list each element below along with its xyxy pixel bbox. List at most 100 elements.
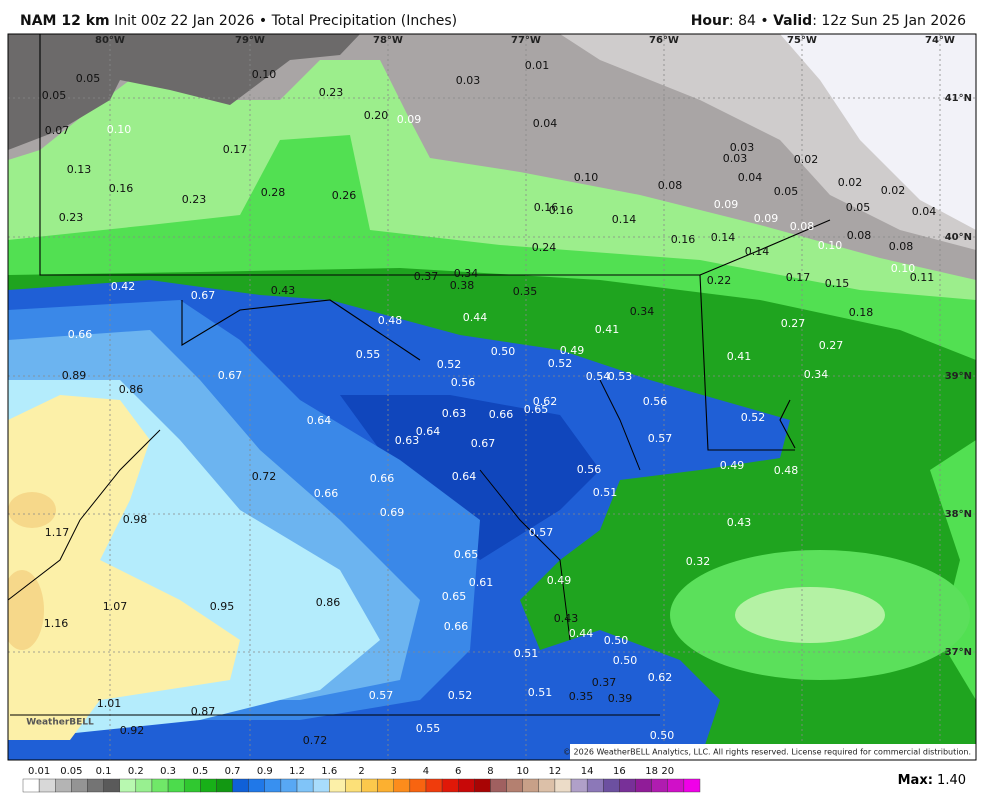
precip-label: 0.14 [745,245,770,258]
colorbar-swatch [329,778,346,793]
precip-label: 0.04 [912,205,937,218]
colorbar-label: 0.1 [96,766,112,777]
init: Init 00z 22 Jan 2026 [114,13,254,29]
shade [340,395,600,560]
precip-label: 1.16 [44,617,69,630]
colorbar-swatch [55,778,72,793]
precip-label: 0.67 [191,289,216,302]
precip-label: 0.66 [444,620,469,633]
colorbar-swatch [586,778,604,793]
precip-label: 0.17 [786,271,811,284]
precip-label: 0.66 [370,472,395,485]
precip-label: 0.65 [442,590,467,603]
precip-label: 0.05 [846,201,871,214]
precip-label: 0.03 [456,74,481,87]
precip-label: 0.01 [525,59,550,72]
shade [8,395,240,740]
copyright: © 2026 WeatherBELL Analytics, LLC. All r… [563,748,971,757]
precip-label: 0.28 [261,186,286,199]
labels: 0.05 0.05 0.07 0.10 0.10 0.13 0.16 0.17 0.23 0.20… [42,59,937,747]
precip-label: 0.51 [528,686,553,699]
borders [8,379,660,716]
colorbar-swatch [119,778,137,793]
logo: WeatherBELL [26,718,94,728]
precip-label: 0.27 [781,317,806,330]
longitude-label: 76°W [649,35,679,46]
precip-label: 0.43 [554,612,579,625]
colorbar-swatch [38,778,56,793]
precip-label: 0.57 [529,526,554,539]
precip-label: 0.52 [741,411,766,424]
colorbar-swatch [393,778,411,793]
separator: • [259,13,267,29]
precip-label: 0.50 [604,634,629,647]
precip-label: 0.16 [534,201,559,214]
precip-label: 0.72 [303,734,328,747]
colorbar-swatch [135,778,153,793]
precip-label: 0.54 [586,370,611,383]
precip-label: 0.89 [62,369,87,382]
colorbar-label: 2 [358,766,364,777]
colorbar-swatch [409,778,427,793]
precip-label: 0.23 [182,193,207,206]
colorbar: 0.01 0.05 0.1 0.2 0.3 0.5 0.7 0.9 1.2 1.6 2 3 4 6 8 10 1… [22,766,701,793]
precip-label: 0.07 [45,124,70,137]
colorbar-swatch [538,778,556,793]
precip-label: 0.86 [119,383,144,396]
precip-label: 0.17 [223,143,248,156]
colorbar-swatch [619,778,636,793]
colorbar-label: 20 [661,766,674,777]
colorbar-swatch [635,778,652,793]
precip-label: 0.08 [790,220,815,233]
latitude-label: 38°N [945,509,972,520]
precip-label: 0.13 [67,163,92,176]
precip-label: 0.41 [595,323,620,336]
product: Total Precipitation (Inches) [271,13,458,29]
precip-label: 0.39 [608,692,633,705]
colorbar-label: 12 [549,766,562,777]
colorbar-swatch [458,778,475,793]
precip-label: 0.23 [59,211,84,224]
precip-label: 0.05 [774,185,799,198]
colorbar-swatch [361,778,378,793]
colorbar-swatch [490,778,507,793]
latitude-label: 37°N [945,647,972,658]
precip-label: 0.64 [452,470,477,483]
colorbar-swatch [377,778,394,793]
precip-label: 0.56 [451,376,476,389]
valid-label: Valid [773,13,812,29]
precip-label: 0.57 [369,689,394,702]
precip-label: 0.86 [316,596,341,609]
precip-label: 1.01 [97,697,122,710]
precip-label: 0.87 [191,705,216,718]
valid: : 12z Sun 25 Jan 2026 [812,13,966,29]
borders [39,34,831,451]
precip-label: 0.69 [380,506,405,519]
precip-label: 0.35 [569,690,594,703]
precip-label: 0.02 [881,184,906,197]
precip-label: 0.22 [707,274,732,287]
precip-label: 0.55 [416,722,441,735]
precip-label: 0.37 [592,676,617,689]
colorbar-swatch [151,778,169,793]
precip-label: 0.98 [123,513,148,526]
precip-label: 0.61 [469,576,494,589]
colorbar-label: 14 [581,766,594,777]
colorbar-swatch [554,778,572,793]
precip-label: 0.10 [818,239,843,252]
precip-label: 0.37 [414,270,439,283]
precip-label: 0.05 [76,72,101,85]
precip-label: 0.34 [454,267,479,280]
precip-label: 0.44 [463,311,488,324]
colorbar-swatch [103,778,120,793]
latitude-label: 41°N [945,93,972,104]
precip-label: 0.23 [319,86,344,99]
colorbar-swatch [683,778,701,793]
colorbar-label: 0.2 [128,766,144,777]
precip-label: 0.20 [364,109,389,122]
map: 0.05 0.05 0.07 0.10 0.10 0.13 0.16 0.17 0.23 0.20… [8,34,976,760]
colorbar-swatch [167,778,185,793]
colorbar-label: 18 [645,766,658,777]
shade [780,34,976,230]
precip-label: 0.15 [825,277,850,290]
